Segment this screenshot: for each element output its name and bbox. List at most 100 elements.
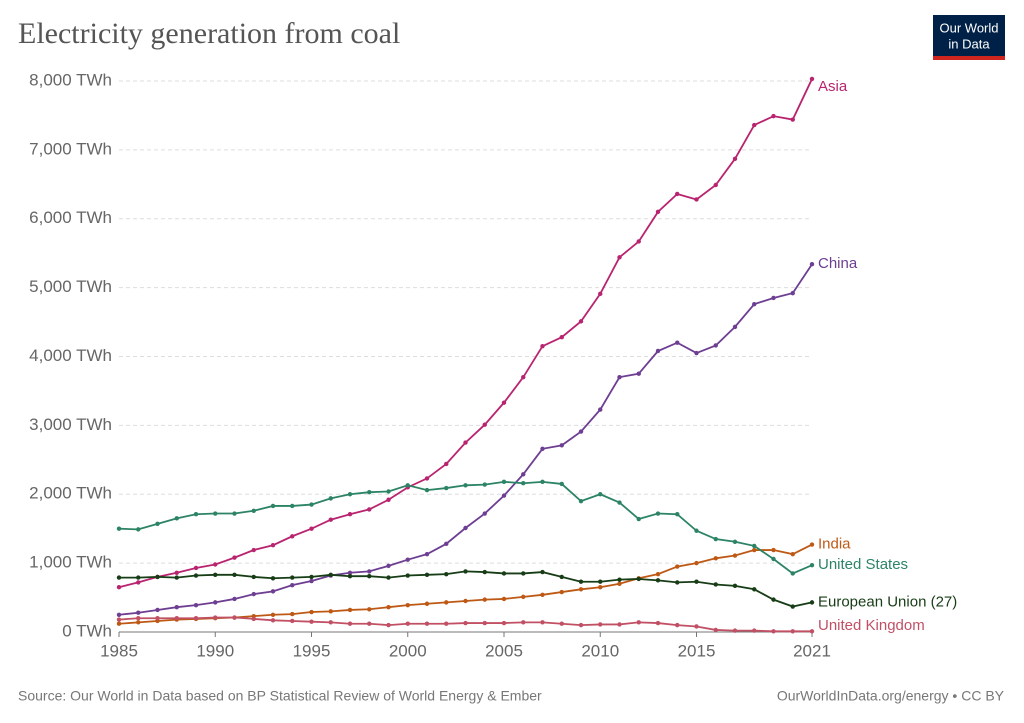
- point: [251, 508, 256, 513]
- x-tick-label: 2021: [793, 641, 831, 660]
- point: [636, 620, 641, 625]
- credit-note: OurWorldInData.org/energy • CC BY: [777, 688, 1005, 704]
- point: [155, 521, 160, 527]
- point: [675, 340, 680, 345]
- y-tick-label: 6,000 TWh: [29, 208, 112, 227]
- y-tick-label: 2,000 TWh: [29, 484, 112, 503]
- point: [578, 498, 584, 504]
- point: [732, 324, 738, 330]
- point: [174, 516, 179, 521]
- point: [617, 577, 622, 582]
- point: [732, 156, 738, 162]
- chart-title: Electricity generation from coal: [18, 17, 400, 50]
- point: [136, 610, 141, 615]
- point: [809, 542, 815, 547]
- logo: Our World in Data: [933, 15, 1005, 60]
- point: [636, 516, 641, 522]
- series: [116, 615, 815, 634]
- point: [213, 600, 218, 605]
- point: [713, 182, 718, 188]
- point: [174, 575, 179, 580]
- point: [444, 541, 449, 547]
- point: [809, 76, 815, 82]
- point: [732, 628, 738, 633]
- point: [713, 343, 718, 348]
- point: [578, 319, 584, 324]
- point: [424, 621, 430, 626]
- x-tick-label: 1985: [100, 641, 138, 660]
- point: [444, 485, 449, 491]
- point: [617, 500, 622, 505]
- point: [598, 579, 603, 584]
- point: [232, 572, 237, 578]
- point: [521, 571, 526, 576]
- point: [694, 624, 699, 629]
- x-tick-label: 2005: [485, 641, 523, 660]
- point: [405, 483, 410, 488]
- point: [675, 191, 680, 197]
- point: [752, 301, 757, 307]
- series-label: European Union (27): [818, 593, 957, 610]
- point: [463, 525, 468, 531]
- point: [790, 604, 795, 609]
- point: [501, 479, 507, 485]
- point: [270, 576, 276, 581]
- point: [270, 618, 276, 623]
- logo-text: Our World: [940, 20, 999, 35]
- point: [174, 570, 179, 575]
- point: [578, 587, 584, 592]
- point: [347, 492, 353, 497]
- point: [116, 575, 122, 580]
- x-tick-label: 2010: [581, 641, 619, 660]
- point: [521, 594, 526, 600]
- point: [771, 295, 776, 301]
- y-tick-label: 5,000 TWh: [29, 277, 112, 296]
- point: [482, 620, 487, 626]
- point: [617, 374, 622, 380]
- series: [116, 569, 815, 609]
- point: [598, 622, 603, 627]
- point: [405, 557, 410, 562]
- point: [675, 564, 680, 569]
- point: [675, 512, 680, 517]
- point: [193, 573, 199, 578]
- point: [424, 551, 430, 557]
- point: [251, 547, 256, 553]
- point: [540, 569, 545, 575]
- point: [290, 611, 295, 617]
- point: [540, 592, 545, 598]
- point: [694, 197, 699, 202]
- point: [136, 580, 141, 585]
- point: [501, 571, 507, 576]
- point: [386, 622, 391, 628]
- point: [405, 573, 410, 578]
- point: [232, 596, 237, 602]
- point: [809, 562, 815, 568]
- point: [655, 348, 661, 354]
- point: [482, 569, 487, 575]
- point: [174, 616, 179, 621]
- point: [232, 555, 237, 560]
- point: [347, 512, 353, 517]
- point: [617, 622, 622, 627]
- series: [116, 262, 815, 617]
- point: [193, 602, 199, 608]
- point: [155, 616, 160, 621]
- point: [328, 620, 333, 625]
- point: [213, 615, 218, 620]
- point: [732, 553, 738, 558]
- point: [463, 440, 468, 445]
- point: [636, 576, 641, 582]
- point: [232, 615, 237, 620]
- point: [521, 620, 526, 625]
- series: [116, 76, 815, 590]
- point: [367, 621, 372, 626]
- point: [501, 493, 507, 498]
- point: [444, 621, 449, 626]
- point: [482, 482, 487, 487]
- point: [213, 511, 218, 516]
- point: [578, 622, 584, 628]
- y-tick-label: 0 TWh: [62, 621, 112, 640]
- point: [636, 239, 641, 244]
